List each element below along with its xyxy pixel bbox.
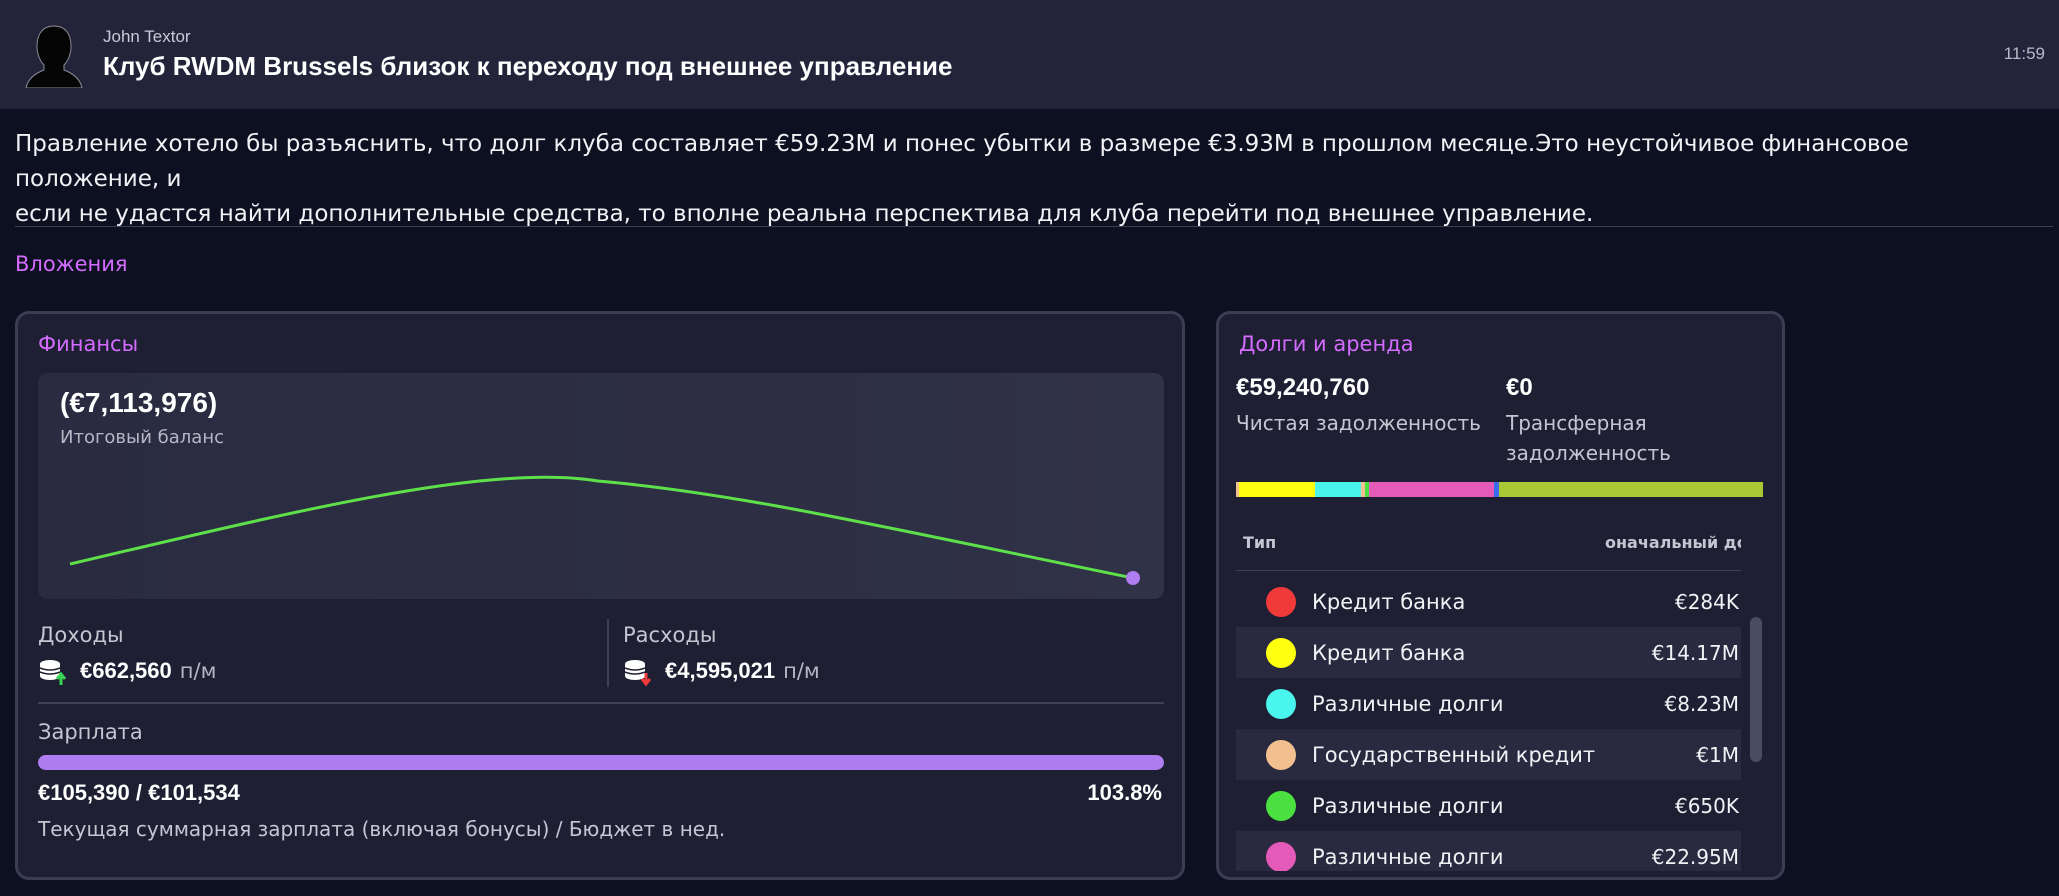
balance-label: Итоговый баланс [60, 427, 225, 448]
expense-unit: п/м [783, 659, 820, 683]
debt-table-scrollbar[interactable] [1750, 617, 1762, 762]
avatar [25, 25, 83, 88]
transfer-debt-label-1: Трансферная [1506, 411, 1647, 435]
sender-name: John Textor [103, 27, 191, 46]
balance-value: (€7,113,976) [60, 387, 218, 418]
net-debt-value: €59,240,760 [1236, 374, 1370, 401]
expense-row: €4,595,021 п/м [623, 656, 820, 686]
debt-value: €650K [1674, 793, 1739, 818]
debt-color-dot [1266, 688, 1296, 719]
message-line-1: Правление хотело бы разъяснить, что долг… [15, 131, 1909, 192]
table-row[interactable]: Кредит банка €14.17M [1236, 627, 1741, 678]
debt-color-dot [1266, 586, 1296, 617]
income-value: €662,560 [80, 658, 172, 683]
divider [15, 226, 2053, 227]
debt-value: €22.95M [1651, 844, 1739, 869]
debt-type: Различные долги [1312, 844, 1504, 869]
debt-type: Государственный кредит [1312, 742, 1596, 767]
net-debt-label: Чистая задолженность [1236, 411, 1481, 435]
debt-bar-segment [1236, 482, 1239, 497]
salary-progress-bar [38, 755, 1164, 770]
table-row[interactable]: Различные долги €8.23M [1236, 678, 1741, 729]
salary-description: Текущая суммарная зарплата (включая бону… [38, 817, 726, 841]
debt-color-dot [1266, 739, 1296, 770]
message-subject: Клуб RWDM Brussels близок к переходу под… [103, 51, 953, 81]
finance-panel[interactable]: Финансы (€7,113,976) Итоговый баланс Дох… [15, 311, 1185, 880]
finance-title: Финансы [38, 332, 139, 356]
debt-table[interactable]: Кредит банка €284K Кредит банка €14.17M … [1236, 576, 1741, 871]
coins-down-icon [624, 660, 652, 686]
income-unit: п/м [179, 659, 217, 683]
debt-color-dot [1266, 637, 1296, 668]
message-header: John Textor Клуб RWDM Brussels близок к … [0, 0, 2059, 109]
column-header-type[interactable]: Тип [1243, 533, 1277, 552]
debt-type: Различные долги [1312, 691, 1504, 716]
table-row[interactable]: Кредит банка €284K [1236, 576, 1741, 627]
table-row[interactable]: Различные долги €22.95M [1236, 831, 1741, 871]
debt-type: Кредит банка [1312, 589, 1466, 614]
income-label: Доходы [38, 623, 124, 647]
income-expense-separator [607, 619, 609, 687]
transfer-debt-value: €0 [1506, 374, 1533, 401]
table-header-divider [1236, 570, 1741, 571]
debt-distribution-bar [1236, 482, 1763, 497]
table-row[interactable]: Государственный кредит €1M [1236, 729, 1741, 780]
balance-trend-line [69, 475, 1134, 580]
debt-value: €8.23M [1664, 691, 1739, 716]
salary-separator [38, 702, 1164, 704]
debt-value: €14.17M [1651, 640, 1739, 665]
debt-type: Различные долги [1312, 793, 1504, 818]
income-row: €662,560 п/м [38, 656, 216, 686]
salary-values: €105,390 / €101,534 [38, 780, 240, 805]
salary-percent: 103.8% [1087, 780, 1162, 805]
salary-progress-fill [38, 755, 1164, 770]
salary-label: Зарплата [38, 720, 143, 744]
debts-title: Долги и аренда [1239, 332, 1414, 356]
expense-label: Расходы [623, 623, 717, 647]
debt-color-dot [1266, 841, 1296, 871]
balance-chart-svg [69, 475, 1140, 585]
table-row[interactable]: Различные долги €650K [1236, 780, 1741, 831]
debt-bar-segment [1365, 482, 1369, 497]
column-header-initial-debt[interactable]: оначальный дол [1605, 533, 1741, 552]
expense-value: €4,595,021 [665, 658, 776, 683]
debt-value: €1M [1696, 742, 1739, 767]
debt-bar-segment [1499, 482, 1763, 497]
debt-bar-segment [1369, 482, 1494, 497]
debt-bar-segment [1494, 482, 1499, 497]
debt-bar-segment [1239, 482, 1315, 497]
message-time: 11:59 [2003, 44, 2045, 63]
message-line-2: если не удастся найти дополнительные сре… [15, 201, 1594, 227]
debt-bar-segment [1361, 482, 1365, 497]
balance-chart: (€7,113,976) Итоговый баланс [38, 373, 1164, 599]
balance-end-point [1126, 571, 1140, 585]
debt-bar-segment [1315, 482, 1361, 497]
message-body: Правление хотело бы разъяснить, что долг… [15, 127, 2045, 232]
debt-value: €284K [1674, 589, 1739, 614]
transfer-debt-label-2: задолженность [1506, 441, 1671, 465]
debt-color-dot [1266, 790, 1296, 821]
coins-up-icon [39, 660, 67, 685]
debt-type: Кредит банка [1312, 640, 1466, 665]
debts-panel[interactable]: Долги и аренда €59,240,760 Чистая задолж… [1216, 311, 1785, 880]
attachments-title: Вложения [15, 252, 128, 276]
